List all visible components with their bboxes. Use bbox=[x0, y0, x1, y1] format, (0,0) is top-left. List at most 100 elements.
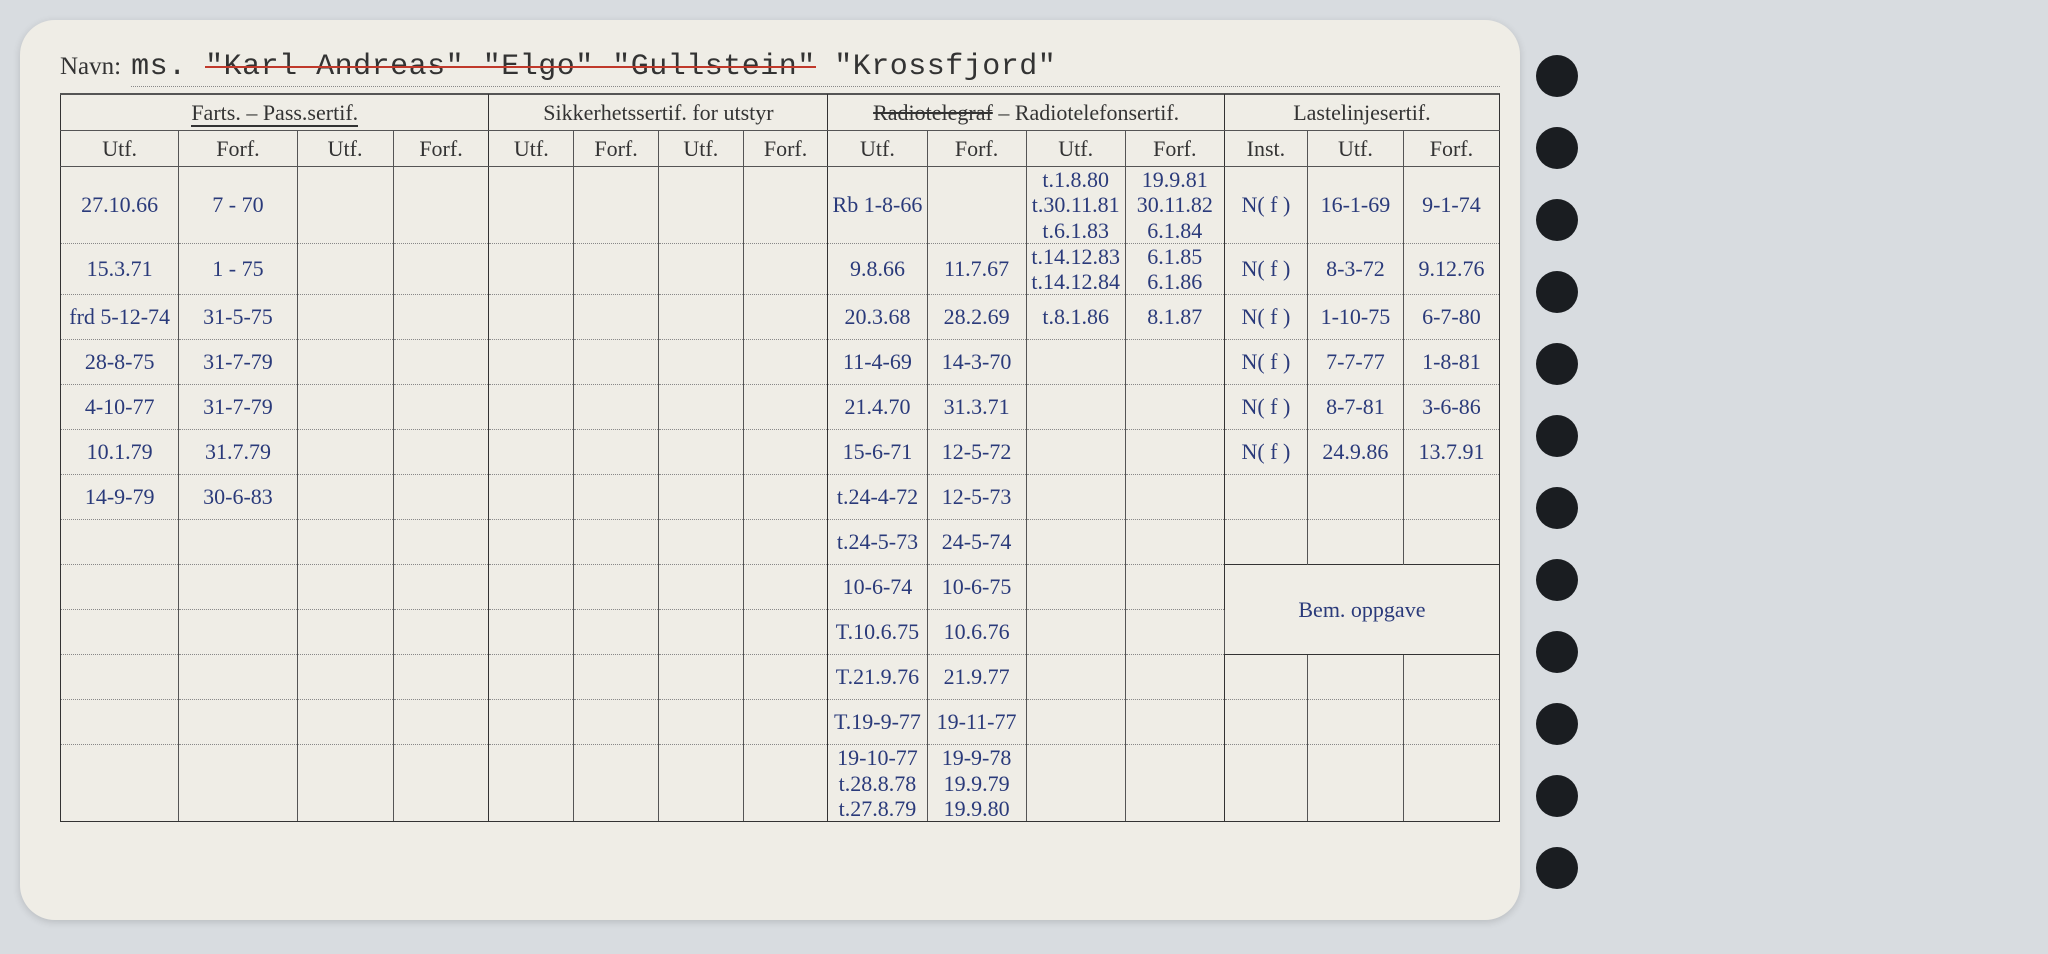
cell: N( f ) bbox=[1224, 167, 1307, 244]
table-row: 27.10.667 - 70Rb 1-8-66t.1.8.80t.30.11.8… bbox=[61, 167, 1500, 244]
cell bbox=[297, 655, 393, 700]
cell: T.19-9-77 bbox=[828, 700, 927, 745]
cell bbox=[61, 520, 179, 565]
cell bbox=[1026, 565, 1125, 610]
cell bbox=[179, 655, 297, 700]
cell bbox=[743, 745, 828, 822]
navn-content: ms. "Karl Andreas" "Elgo" "Gullstein" "K… bbox=[131, 50, 1500, 87]
cell bbox=[393, 565, 489, 610]
cell: 7 - 70 bbox=[179, 167, 297, 244]
cell bbox=[393, 430, 489, 475]
cell bbox=[658, 610, 743, 655]
cell bbox=[393, 243, 489, 295]
cell: 31.7.79 bbox=[179, 430, 297, 475]
cell bbox=[927, 167, 1026, 244]
cell: 21.9.77 bbox=[927, 655, 1026, 700]
cell: 24-5-74 bbox=[927, 520, 1026, 565]
cell: 13.7.91 bbox=[1403, 430, 1499, 475]
cell bbox=[489, 430, 574, 475]
cell bbox=[743, 655, 828, 700]
cell: 8-3-72 bbox=[1307, 243, 1403, 295]
cell: N( f ) bbox=[1224, 340, 1307, 385]
cell bbox=[743, 610, 828, 655]
cell: 21.4.70 bbox=[828, 385, 927, 430]
cell bbox=[489, 655, 574, 700]
cell bbox=[61, 745, 179, 822]
cell bbox=[658, 520, 743, 565]
binder-hole bbox=[1536, 703, 1578, 745]
cell: 11-4-69 bbox=[828, 340, 927, 385]
cell bbox=[179, 700, 297, 745]
cell bbox=[1125, 340, 1224, 385]
cell bbox=[489, 700, 574, 745]
cell bbox=[489, 520, 574, 565]
column-header: Inst. bbox=[1224, 131, 1307, 167]
cell bbox=[1125, 700, 1224, 745]
table-row: 4-10-7731-7-7921.4.7031.3.71N( f )8-7-81… bbox=[61, 385, 1500, 430]
cell: t.1.8.80t.30.11.81t.6.1.83 bbox=[1026, 167, 1125, 244]
cell: N( f ) bbox=[1224, 295, 1307, 340]
column-header: Forf. bbox=[393, 131, 489, 167]
cell bbox=[743, 700, 828, 745]
cell bbox=[574, 243, 659, 295]
cell bbox=[658, 295, 743, 340]
cell: 16-1-69 bbox=[1307, 167, 1403, 244]
cell bbox=[1125, 385, 1224, 430]
cell bbox=[574, 655, 659, 700]
column-header: Utf. bbox=[61, 131, 179, 167]
cell bbox=[658, 565, 743, 610]
header-columns-row: Utf.Forf.Utf.Forf.Utf.Forf.Utf.Forf.Utf.… bbox=[61, 131, 1500, 167]
ship-name: "Karl Andreas" bbox=[205, 50, 464, 84]
ship-name: "Elgo" bbox=[464, 50, 594, 84]
cell bbox=[743, 520, 828, 565]
cell: 9.8.66 bbox=[828, 243, 927, 295]
binder-hole bbox=[1536, 559, 1578, 601]
binder-hole bbox=[1536, 631, 1578, 673]
cell: N( f ) bbox=[1224, 385, 1307, 430]
cell bbox=[1026, 520, 1125, 565]
cell bbox=[1026, 745, 1125, 822]
table-row: 14-9-7930-6-83t.24-4-7212-5-73 bbox=[61, 475, 1500, 520]
cell bbox=[297, 295, 393, 340]
cell bbox=[179, 745, 297, 822]
bem-cell bbox=[1224, 700, 1307, 745]
bem-cell bbox=[1403, 745, 1499, 822]
certificate-table: Farts. – Pass.sertif. Sikkerhetssertif. … bbox=[60, 94, 1500, 822]
bem-cell bbox=[1403, 700, 1499, 745]
cell bbox=[574, 475, 659, 520]
index-card: Navn: ms. "Karl Andreas" "Elgo" "Gullste… bbox=[20, 20, 1520, 920]
cell: 10.6.76 bbox=[927, 610, 1026, 655]
binder-hole bbox=[1536, 343, 1578, 385]
cell bbox=[393, 520, 489, 565]
cell bbox=[489, 565, 574, 610]
cell bbox=[179, 610, 297, 655]
cell bbox=[1125, 565, 1224, 610]
cell: 15.3.71 bbox=[61, 243, 179, 295]
cell: 27.10.66 bbox=[61, 167, 179, 244]
cell bbox=[489, 385, 574, 430]
cell: 10-6-75 bbox=[927, 565, 1026, 610]
cell: 14-9-79 bbox=[61, 475, 179, 520]
cell bbox=[1403, 475, 1499, 520]
cell bbox=[297, 520, 393, 565]
cell: 1 - 75 bbox=[179, 243, 297, 295]
cell bbox=[297, 700, 393, 745]
cell: 28-8-75 bbox=[61, 340, 179, 385]
cell bbox=[574, 700, 659, 745]
cell bbox=[658, 385, 743, 430]
cell: 1-10-75 bbox=[1307, 295, 1403, 340]
cell bbox=[1125, 610, 1224, 655]
cell bbox=[393, 385, 489, 430]
cell bbox=[574, 385, 659, 430]
table-row: 28-8-7531-7-7911-4-6914-3-70N( f )7-7-77… bbox=[61, 340, 1500, 385]
cell: 31-7-79 bbox=[179, 340, 297, 385]
cell bbox=[297, 385, 393, 430]
cell bbox=[61, 700, 179, 745]
cell: N( f ) bbox=[1224, 430, 1307, 475]
column-header: Utf. bbox=[297, 131, 393, 167]
cell: 14-3-70 bbox=[927, 340, 1026, 385]
column-header: Utf. bbox=[489, 131, 574, 167]
cell bbox=[743, 295, 828, 340]
cell bbox=[1125, 475, 1224, 520]
cell bbox=[743, 340, 828, 385]
